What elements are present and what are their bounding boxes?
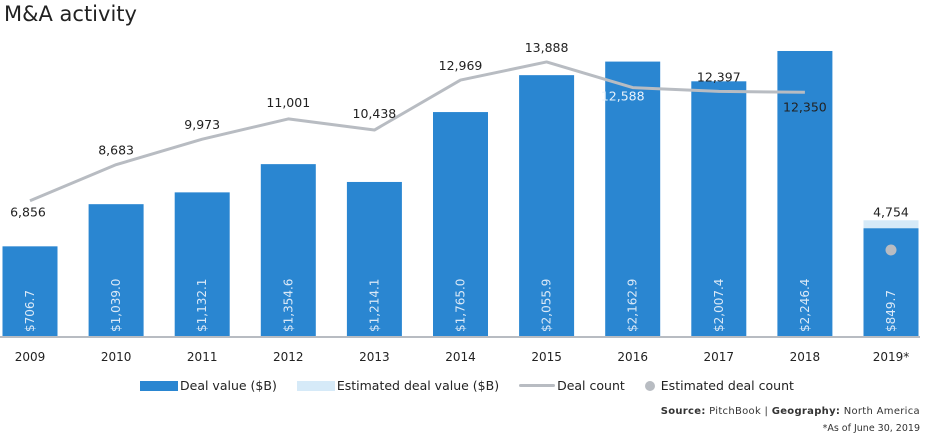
deal-value-label: $2,055.9 [540,279,554,332]
source-value: PitchBook [709,406,762,417]
deal-value-bar [691,81,747,337]
deal-value-label: $1,354.6 [281,279,295,332]
deal-value-label: $1,132.1 [195,279,209,332]
x-tick-label: 2014 [445,350,476,364]
deal-count-label: 12,588 [601,89,645,104]
x-tick-label: 2018 [790,350,821,364]
deal-value-bar [346,181,402,336]
deal-value-bar [88,204,144,336]
x-tick-label: 2012 [273,350,304,364]
legend-label: Deal count [557,378,625,393]
deal-count-label: 6,856 [10,205,46,220]
footnote: *As of June 30, 2019 [822,423,920,434]
deal-value-label: $2,162.9 [626,279,640,332]
deal-value-bar [519,75,575,336]
deal-count-label: 8,683 [98,143,134,158]
deal-count-label: 10,438 [353,106,397,121]
deal-value-label: $2,007.4 [712,279,726,332]
deal-value-bar [174,192,230,336]
x-tick-label: 2009 [15,350,46,364]
legend-line-deal-count [519,384,556,387]
x-tick-label: 2013 [359,350,390,364]
x-tick-label: 2011 [187,350,218,364]
legend-deal-value: Deal value ($B) [140,378,277,393]
deal-count-label: 12,397 [697,69,741,84]
deal-count-label: 13,888 [525,40,569,55]
deal-value-label: $849.7 [884,290,898,332]
deal-count-label: 9,973 [184,117,220,132]
x-tick-label: 2019* [873,350,910,364]
legend-label: Estimated deal value ($B) [336,378,500,393]
deal-count-label: 11,001 [266,95,310,110]
deal-value-bar [605,61,661,336]
deal-count-line [29,60,805,203]
x-tick-label: 2015 [531,350,562,364]
x-tick-label: 2016 [617,350,648,364]
deal-value-label: $706.7 [23,290,37,332]
legend-label: Estimated deal count [660,378,794,393]
deal-value-label: $1,039.0 [109,279,123,332]
deal-value-label: $2,246.4 [798,279,812,332]
legend-swatch-deal-value [140,380,178,391]
x-tick-label: 2017 [704,350,735,364]
deal-value-bar [2,246,58,336]
deal-value-bar [777,50,833,336]
legend: Deal value ($B) Estimated deal value ($B… [140,378,814,393]
estimated-deal-count-point [885,244,897,256]
legend-dot-estimated-deal-count [644,380,655,391]
x-tick-label: 2010 [101,350,132,364]
chart-title: M&A activity [4,2,137,26]
estimated-deal-count-label: 4,754 [873,204,909,219]
source-note: Source: PitchBook | Geography: North Ame… [660,406,920,417]
legend-label: Deal value ($B) [180,378,277,393]
legend-estimated-deal-value: Estimated deal value ($B) [296,378,500,393]
deal-count-label: 12,350 [783,99,827,114]
deal-value-label: $1,214.1 [367,279,381,332]
geography-label: Geography: [771,406,841,417]
deal-count-label: 12,969 [439,58,483,73]
deal-value-bar [433,112,488,336]
legend-estimated-deal-count: Estimated deal count [644,378,794,393]
deal-value-bar [260,164,316,336]
geography-value: North America [843,406,920,417]
legend-swatch-estimated-deal-value [296,380,335,391]
source-label: Source: [660,406,706,417]
deal-value-label: $1,765.0 [454,279,468,332]
legend-deal-count: Deal count [519,378,625,393]
